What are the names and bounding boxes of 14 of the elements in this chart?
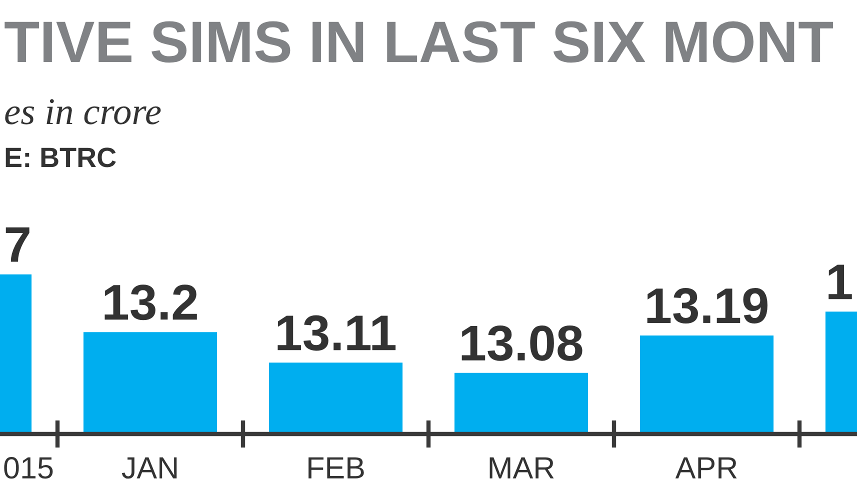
x-tick-label: APR	[675, 457, 737, 478]
text: E: BTRC	[6, 148, 116, 168]
data-label: 13.2	[104, 284, 197, 320]
data-label: 13.11	[278, 315, 396, 351]
x-tick-label: FEB	[308, 457, 364, 478]
annotation: 1	[828, 264, 852, 300]
x-tick-label: JAN	[122, 457, 177, 479]
x-tick-label: 015	[4, 457, 53, 479]
data-label: 13.08	[462, 325, 582, 361]
chart-subtitle: es in crore	[5, 99, 161, 124]
x-tick-label: MAR	[490, 457, 554, 478]
chart-title: TIVE SIMS IN LAST SIX MONT	[4, 21, 834, 63]
data-label: 13.19	[647, 288, 768, 324]
annotation: 7	[6, 227, 30, 262]
